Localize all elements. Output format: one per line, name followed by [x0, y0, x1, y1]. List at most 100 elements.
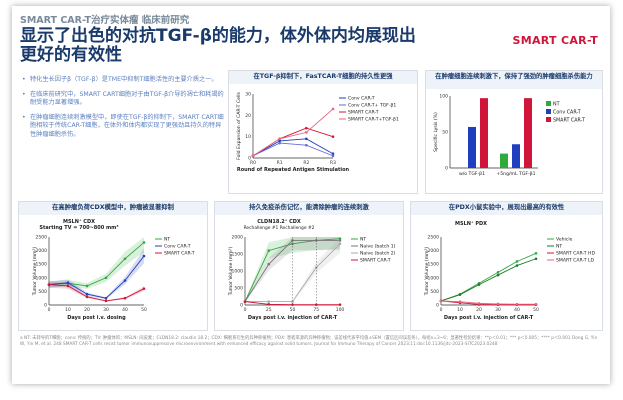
series-line	[252, 138, 334, 157]
data-point	[104, 299, 108, 303]
chart-pdx: MSLN⁺ PDX 0 500 1000 1500 2000 2500 0 10 20 30 40 50…	[424, 221, 595, 321]
brand-logo: SMART CAR-T	[512, 34, 598, 47]
panel-pdx: 在PDX小鼠实验中，展现出最高的有效性 MSLN⁺ PDX 0 500 1000 150…	[410, 201, 603, 331]
data-point	[477, 283, 481, 286]
y-tick-label: 1000	[232, 269, 244, 275]
x-tick-label: +5ng/mL TGF-β1	[496, 171, 535, 177]
chart-subtitle: CLDN18.2⁺ CDX	[257, 219, 301, 225]
series-line	[440, 252, 537, 302]
data-point	[305, 126, 308, 130]
y-tick-label: 2000	[232, 235, 244, 241]
data-point	[104, 296, 108, 300]
data-point	[331, 154, 335, 158]
x-axis-label: Days post i.v. injection of CAR-T	[248, 315, 338, 321]
series-line	[252, 142, 334, 157]
series-line	[252, 108, 334, 157]
panel-title: 在肿瘤细胞连续刺激下，保持了强劲的肿瘤细胞杀伤能力	[426, 71, 602, 89]
x-tick-label: 25	[266, 307, 272, 313]
legend-swatch	[546, 101, 551, 106]
y-tick-label: 500	[430, 289, 439, 295]
bar	[480, 98, 488, 168]
x-tick-label: 30	[495, 307, 501, 313]
legend-swatch	[546, 117, 551, 122]
legend-label: NT	[556, 244, 562, 250]
data-point	[251, 154, 255, 158]
x-tick-label: w/o TGF-β1	[459, 171, 485, 177]
y-tick-label: 1500	[36, 262, 48, 268]
y-tick-label: 1000	[36, 275, 48, 281]
y-tick-label: 500	[234, 286, 243, 292]
data-point	[496, 271, 500, 274]
x-tick-label: 10	[457, 307, 463, 313]
legend-label: SMART CAR-T	[553, 118, 585, 124]
data-point	[291, 303, 294, 306]
y-tick-label: 500	[38, 289, 47, 295]
bar	[524, 98, 532, 168]
data-point	[85, 284, 89, 288]
x-axis-label: Round of Repeated Antigen Stimulation	[237, 167, 350, 173]
data-point	[47, 283, 51, 286]
data-point	[142, 287, 146, 290]
y-tick-label: 2000	[36, 248, 48, 254]
legend-swatch	[546, 109, 551, 114]
legend-label: NT	[164, 237, 170, 243]
data-point	[458, 300, 462, 304]
slide-title: 显示了出色的对抗TGF-β的能力，体外体内均展现出更好的有效性	[20, 26, 416, 65]
x-tick-label: R3	[330, 160, 336, 166]
data-point	[305, 131, 308, 134]
series-line	[48, 284, 145, 302]
bar	[500, 153, 508, 168]
y-tick-label: 20	[245, 113, 251, 119]
legend-label: SMART CAR-T	[348, 110, 379, 116]
data-point	[534, 302, 538, 306]
data-point	[439, 299, 443, 303]
data-point	[267, 300, 271, 303]
x-tick-label: 20	[476, 307, 482, 313]
data-point	[278, 139, 281, 143]
y-tick-label: 10	[245, 134, 251, 140]
data-point	[477, 302, 481, 305]
data-point	[331, 152, 335, 156]
panel-cdx: 在高肿瘤负荷CDX模型中，肿瘤被显著抑制 MSLN⁺ CDX Starting T…	[18, 201, 208, 331]
data-point	[305, 137, 308, 141]
data-point	[278, 141, 281, 145]
data-point	[267, 262, 271, 266]
data-point	[66, 284, 70, 288]
chart-subtitle: Starting TV = 700~800 mm³	[39, 225, 118, 231]
x-tick-label: 10	[65, 307, 71, 313]
y-tick-label: 0	[44, 303, 47, 309]
data-point	[515, 302, 519, 306]
y-tick-label: 0	[445, 166, 448, 172]
data-point	[291, 300, 294, 303]
data-point	[85, 292, 89, 296]
y-axis-label: Tumor Volume (mm³)	[424, 247, 430, 297]
x-tick-label: R0	[250, 160, 256, 166]
series-error-band	[49, 281, 144, 302]
data-point	[331, 135, 335, 138]
chart-subtitle: MSLN⁺ PDX	[455, 221, 487, 227]
bullet-item: 在临床前研究中，SMART CART细胞对于由TGF-β介导的凋亡和耗竭的耐受能…	[20, 91, 225, 108]
x-tick-label: 50	[141, 307, 147, 313]
footnote: a NT: 未转导的T细胞；conv: 传统的；TV: 肿瘤体积；MSLN: 间…	[20, 336, 598, 347]
panel-title: 在TGF-β抑制下，FasTCAR-T细胞的持久性更强	[229, 71, 417, 84]
legend-label: SMART CAR-T LD	[556, 258, 595, 264]
x-tick-label: 0	[244, 307, 247, 313]
data-point	[305, 143, 308, 147]
data-point	[338, 239, 342, 242]
y-tick-label: 2000	[428, 248, 440, 254]
y-tick-label: 2500	[36, 235, 48, 241]
bar	[468, 126, 476, 168]
y-tick-label: 1500	[428, 262, 440, 268]
x-axis-label: Days post i.v. dosing	[67, 315, 126, 321]
data-point	[267, 303, 271, 306]
series-error-band	[49, 248, 144, 300]
x-axis-label: Days post i.v. injection of CAR-T	[444, 315, 534, 321]
panel-rechallenge: 持久免疫杀伤记忆，能清除肿瘤的连续刺激 CLDN18.2⁺ CDX Rechall…	[214, 201, 404, 331]
panel-title: 持久免疫杀伤记忆，能清除肿瘤的连续刺激	[215, 202, 403, 215]
data-point	[142, 241, 146, 244]
x-tick-label: R2	[303, 160, 309, 166]
y-tick-label: 0	[436, 303, 439, 309]
data-point	[85, 295, 89, 299]
x-tick-label: 0	[48, 307, 51, 313]
